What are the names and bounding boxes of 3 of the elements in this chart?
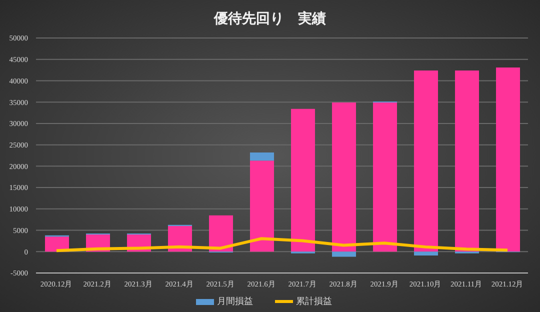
legend-label: 累計損益	[296, 296, 332, 308]
chart-title: 優待先回り 実績	[212, 10, 327, 28]
legend-label: 月間損益	[217, 296, 253, 308]
